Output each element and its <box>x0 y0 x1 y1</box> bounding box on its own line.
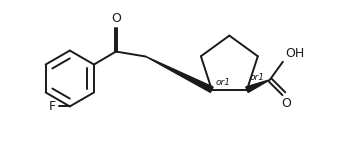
Text: or1: or1 <box>216 78 231 87</box>
Text: OH: OH <box>285 47 304 60</box>
Text: F: F <box>49 100 56 113</box>
Polygon shape <box>146 57 213 92</box>
Text: or1: or1 <box>250 73 265 82</box>
Text: O: O <box>281 97 291 110</box>
Polygon shape <box>246 80 270 92</box>
Text: O: O <box>111 12 121 25</box>
